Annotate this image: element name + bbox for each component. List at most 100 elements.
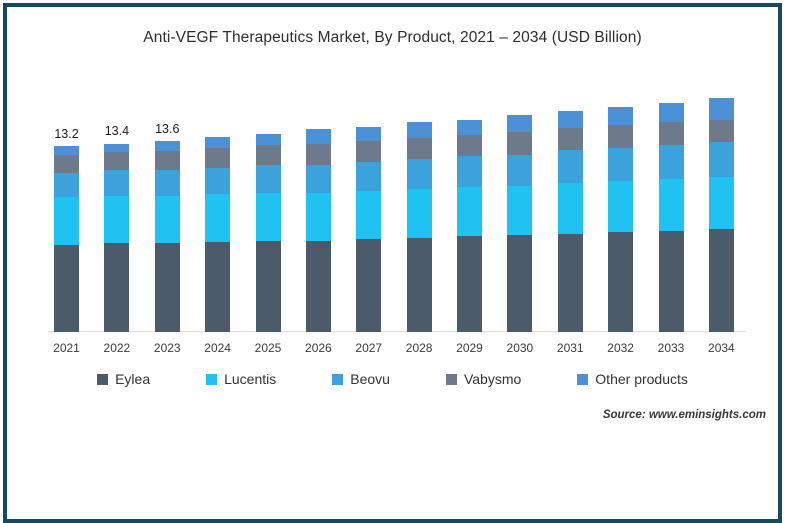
- legend-label: Other products: [595, 371, 688, 387]
- x-axis-tick-label: 2025: [254, 341, 282, 355]
- bar-stack: [557, 111, 583, 332]
- bar-stack: [205, 136, 231, 332]
- bar-stack: [406, 122, 432, 332]
- bar-column-2023: 13.6 2023: [154, 122, 181, 355]
- bar-segment-beovu: [457, 156, 482, 188]
- bar-segment-lucentis: [356, 191, 382, 240]
- legend-item-lucentis: Lucentis: [206, 371, 276, 387]
- bar-segment-other-products: [104, 143, 130, 153]
- x-axis-tick-label: 2027: [355, 341, 383, 355]
- chart-title: Anti-VEGF Therapeutics Market, By Produc…: [143, 29, 642, 46]
- bar-segment-eylea: [305, 240, 331, 332]
- x-axis-tick-label: 2034: [708, 341, 735, 355]
- bar-segment-lucentis: [54, 197, 79, 245]
- legend-label: Lucentis: [224, 371, 277, 387]
- legend-label: Beovu: [350, 371, 390, 387]
- bar-segment-beovu: [708, 142, 734, 178]
- bar-segment-beovu: [406, 159, 432, 189]
- x-axis-tick-label: 2023: [153, 341, 181, 355]
- bar-segment-lucentis: [255, 192, 281, 241]
- bar-segment-eylea: [658, 230, 684, 332]
- bar-segment-vabysmo: [255, 144, 281, 165]
- bar-segment-lucentis: [658, 178, 684, 231]
- bar-segment-other-products: [557, 111, 583, 128]
- bar-segment-other-products: [356, 126, 382, 141]
- bar-total-label: 13.4: [104, 124, 130, 139]
- x-axis-tick-label: 2030: [506, 341, 534, 355]
- source-note: Source: www.eminsights.com: [602, 409, 766, 421]
- bar-segment-other-products: [54, 146, 79, 155]
- x-axis-tick-label: 2026: [305, 341, 332, 355]
- bar-column-2026: 2026: [305, 129, 332, 355]
- bar-segment-beovu: [205, 167, 231, 195]
- bar-segment-vabysmo: [356, 140, 382, 162]
- bar-total-label: 13.6: [155, 121, 180, 136]
- bar-segment-other-products: [457, 119, 482, 136]
- legend-item-beovu: Beovu: [332, 371, 390, 387]
- bar-segment-vabysmo: [658, 122, 684, 145]
- bar-segment-lucentis: [305, 192, 331, 241]
- bar-column-2027: 2027: [355, 126, 382, 355]
- bar-segment-lucentis: [507, 185, 533, 235]
- bars-container: 13.2 2021 13.4 2022 13.6 2023 2024 2025 2026 2027…: [53, 90, 735, 355]
- bar-segment-eylea: [356, 239, 382, 332]
- bar-column-2030: 2030: [507, 115, 533, 355]
- bar-segment-other-products: [154, 140, 180, 151]
- bar-segment-lucentis: [406, 188, 432, 238]
- bar-stack: [708, 98, 734, 332]
- legend-swatch-eylea: [97, 373, 109, 385]
- chart-frame: Anti-VEGF Therapeutics Market, By Produc…: [3, 3, 782, 523]
- bar-segment-vabysmo: [305, 143, 331, 165]
- bar-segment-lucentis: [557, 182, 583, 234]
- bar-segment-eylea: [154, 243, 180, 332]
- legend-item-other-products: Other products: [577, 371, 688, 387]
- bar-stack: [658, 102, 684, 332]
- bar-column-2034: 2034: [708, 98, 735, 355]
- legend-item-eylea: Eylea: [97, 371, 150, 387]
- bar-column-2032: 2032: [607, 106, 634, 355]
- bar-stack: [54, 146, 79, 332]
- bar-segment-beovu: [255, 164, 281, 193]
- bar-segment-eylea: [608, 232, 634, 332]
- x-axis-line: [48, 331, 746, 332]
- bar-segment-eylea: [708, 229, 734, 332]
- x-axis-tick-label: 2021: [53, 341, 80, 355]
- bar-column-2028: 2028: [406, 122, 432, 355]
- bar-segment-eylea: [54, 244, 79, 332]
- bar-segment-other-products: [658, 102, 684, 123]
- bar-segment-beovu: [305, 164, 331, 193]
- bar-segment-beovu: [154, 170, 180, 196]
- screenshot-root: { "title": "Anti-VEGF Therapeutics Marke…: [3, 3, 782, 523]
- bar-column-2021: 13.2 2021: [53, 127, 80, 355]
- x-axis-tick-label: 2032: [607, 341, 634, 355]
- bar-column-2025: 2025: [255, 133, 281, 355]
- bar-segment-vabysmo: [154, 150, 180, 171]
- bar-segment-other-products: [608, 106, 634, 126]
- legend: Eylea Lucentis Beovu Vabysmo Other products: [7, 371, 778, 387]
- bar-stack: [356, 126, 382, 332]
- legend-label: Vabysmo: [463, 371, 522, 387]
- x-axis-tick-label: 2033: [657, 341, 685, 355]
- bar-stack: [507, 115, 533, 332]
- bar-segment-beovu: [557, 150, 583, 183]
- x-axis-tick-label: 2031: [556, 341, 584, 355]
- bar-segment-lucentis: [154, 195, 180, 244]
- bar-segment-vabysmo: [608, 125, 634, 148]
- bar-stack: [608, 106, 634, 332]
- bar-segment-vabysmo: [205, 147, 231, 168]
- legend-swatch-lucentis: [206, 373, 218, 385]
- bar-segment-beovu: [104, 170, 130, 196]
- bar-column-2033: 2033: [658, 102, 684, 355]
- bar-segment-other-products: [406, 122, 432, 138]
- bar-stack: [255, 133, 281, 332]
- x-axis-tick-label: 2022: [103, 341, 131, 355]
- bar-column-2029: 2029: [456, 119, 483, 355]
- bar-stack: [104, 143, 130, 332]
- x-axis-tick-label: 2024: [204, 341, 231, 355]
- bar-segment-beovu: [608, 147, 634, 182]
- bar-segment-eylea: [205, 242, 231, 332]
- bar-segment-eylea: [406, 237, 432, 332]
- bar-segment-other-products: [205, 136, 231, 148]
- bar-segment-eylea: [255, 240, 281, 332]
- bar-segment-lucentis: [708, 177, 734, 230]
